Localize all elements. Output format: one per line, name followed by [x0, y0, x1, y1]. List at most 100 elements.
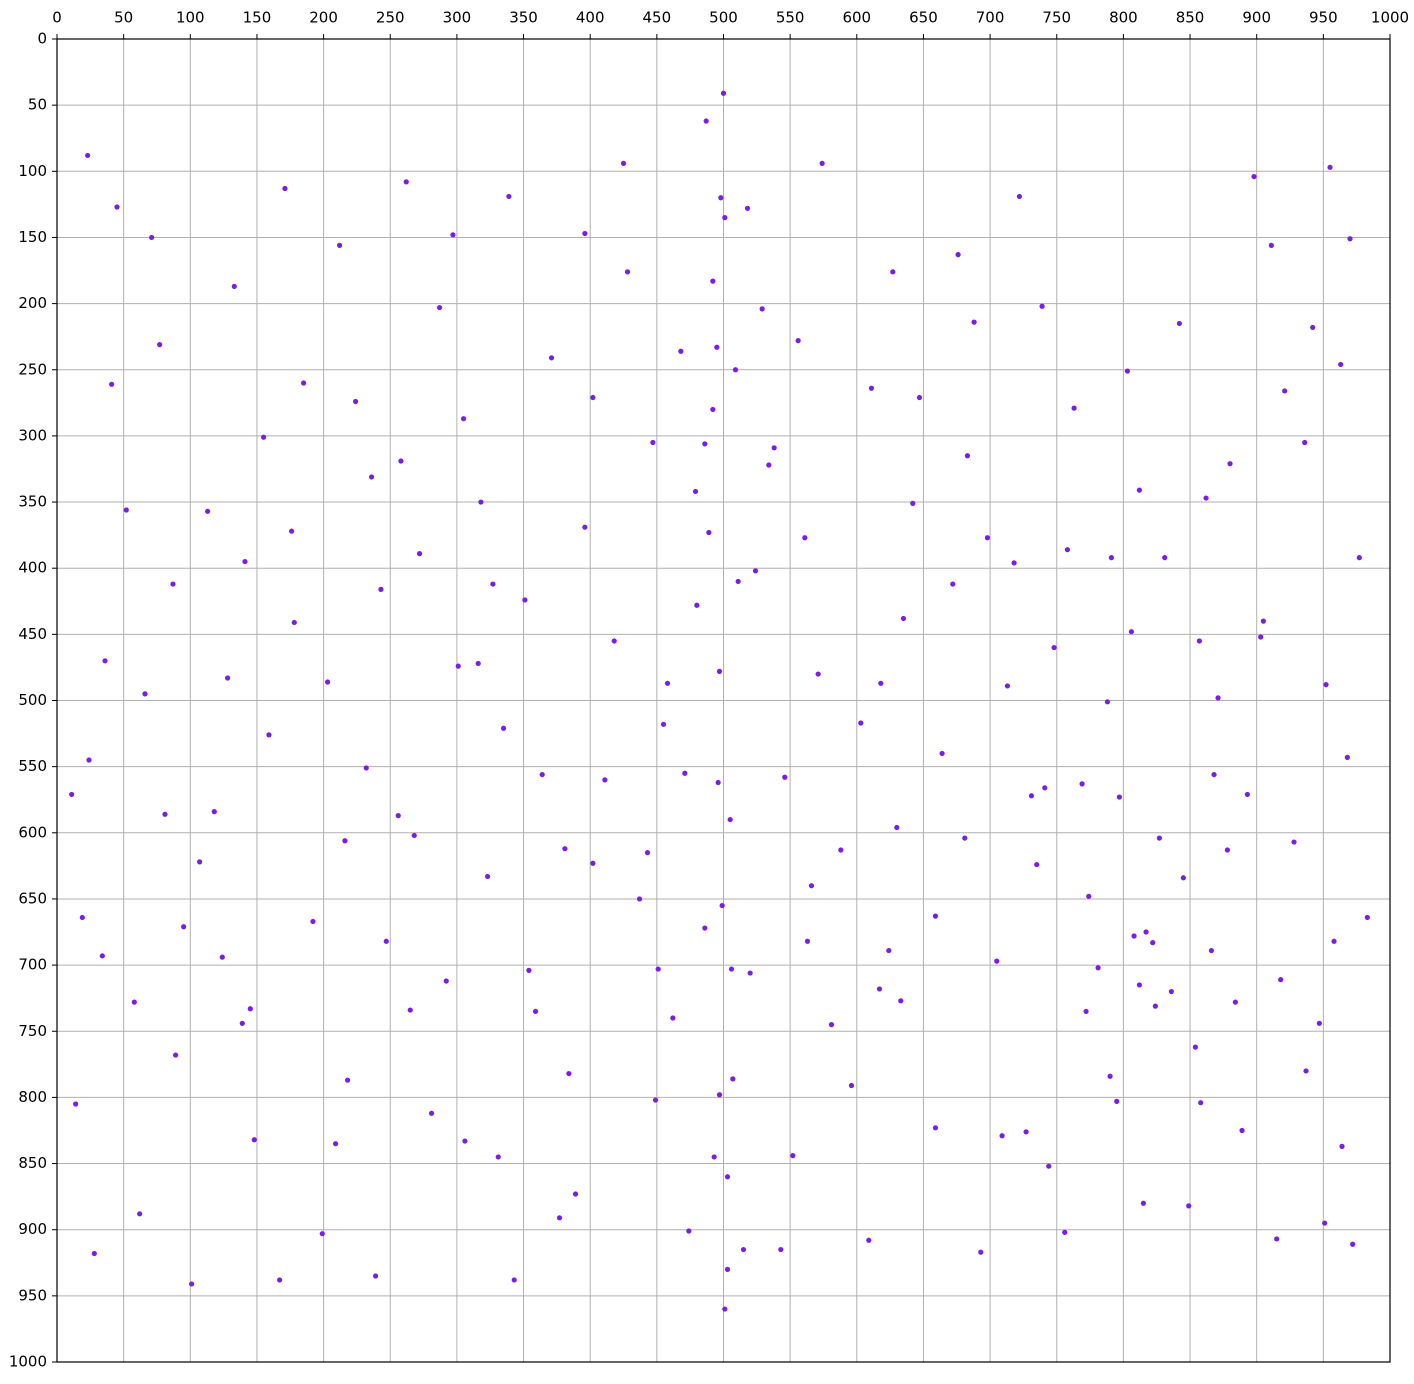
point	[1331, 938, 1337, 944]
point	[1251, 173, 1257, 180]
point	[526, 967, 532, 973]
point	[416, 551, 423, 557]
point	[678, 348, 684, 354]
point	[694, 602, 700, 608]
point	[644, 850, 651, 856]
point	[582, 524, 588, 530]
point	[1291, 839, 1297, 845]
point	[1116, 794, 1123, 800]
point	[1104, 699, 1111, 705]
point	[900, 615, 907, 622]
point	[1086, 893, 1092, 899]
y-tick-label: 650	[18, 889, 47, 907]
point	[289, 528, 295, 534]
point	[231, 283, 237, 290]
point	[395, 813, 401, 819]
x-tick-label: 400	[576, 9, 605, 27]
point	[462, 1138, 468, 1144]
point	[718, 195, 724, 201]
point	[324, 679, 331, 685]
point	[197, 859, 203, 865]
point	[1071, 405, 1077, 411]
point	[1302, 439, 1308, 446]
point	[1064, 547, 1071, 553]
point	[1211, 771, 1217, 778]
point	[866, 1237, 872, 1243]
point	[332, 1141, 339, 1147]
point	[114, 204, 120, 210]
point	[815, 671, 821, 677]
point	[436, 304, 443, 311]
y-tick-label: 950	[18, 1286, 47, 1304]
point	[1364, 914, 1370, 921]
y-tick-label: 500	[18, 691, 47, 709]
point	[828, 1022, 835, 1028]
point	[86, 757, 92, 763]
point	[735, 578, 741, 585]
point	[403, 179, 409, 185]
point	[722, 215, 728, 221]
point	[79, 914, 85, 921]
point	[131, 999, 137, 1005]
x-tick-label: 250	[376, 9, 405, 27]
point	[1083, 1008, 1089, 1015]
point	[620, 160, 627, 166]
point	[878, 680, 884, 686]
point	[239, 1020, 245, 1026]
point	[782, 774, 788, 780]
x-tick-label: 0	[52, 9, 62, 27]
point	[950, 581, 956, 587]
point	[1168, 988, 1174, 995]
x-tick-label: 800	[1109, 9, 1138, 27]
point	[1028, 793, 1035, 799]
point	[1215, 695, 1221, 701]
y-tick-label: 850	[18, 1154, 47, 1172]
point	[1107, 1073, 1113, 1079]
point	[858, 720, 864, 726]
point	[1327, 164, 1333, 170]
point	[1016, 193, 1023, 200]
point	[724, 1174, 731, 1180]
point	[69, 791, 75, 798]
point	[1244, 791, 1250, 798]
y-tick-label: 800	[18, 1088, 47, 1106]
point	[1046, 1163, 1052, 1169]
point	[162, 811, 168, 817]
point	[728, 966, 735, 972]
point	[173, 1052, 179, 1058]
point	[495, 1154, 501, 1160]
x-tick-label: 150	[243, 9, 272, 27]
point	[291, 619, 297, 626]
point	[548, 355, 555, 361]
point	[886, 947, 892, 954]
point	[714, 344, 720, 350]
point	[636, 896, 643, 902]
point	[740, 1246, 747, 1253]
point	[652, 1097, 659, 1103]
x-tick-label: 950	[1309, 9, 1338, 27]
points	[69, 90, 1370, 1312]
y-tick-label: 50	[28, 96, 47, 114]
point	[602, 777, 608, 783]
x-tick-label: 750	[1042, 9, 1071, 27]
point	[984, 535, 991, 541]
point	[460, 416, 467, 422]
point	[711, 1154, 717, 1160]
point	[1180, 875, 1186, 881]
point	[670, 1015, 676, 1021]
point	[795, 338, 801, 344]
point	[939, 750, 945, 757]
point	[624, 269, 631, 275]
point	[716, 1092, 723, 1098]
point	[310, 918, 316, 925]
point	[720, 90, 727, 96]
point	[1356, 555, 1362, 561]
point	[428, 1110, 435, 1116]
point	[955, 252, 961, 258]
point	[73, 1101, 79, 1107]
point	[819, 160, 825, 166]
point	[282, 185, 288, 192]
point	[890, 269, 896, 275]
point	[170, 581, 176, 587]
